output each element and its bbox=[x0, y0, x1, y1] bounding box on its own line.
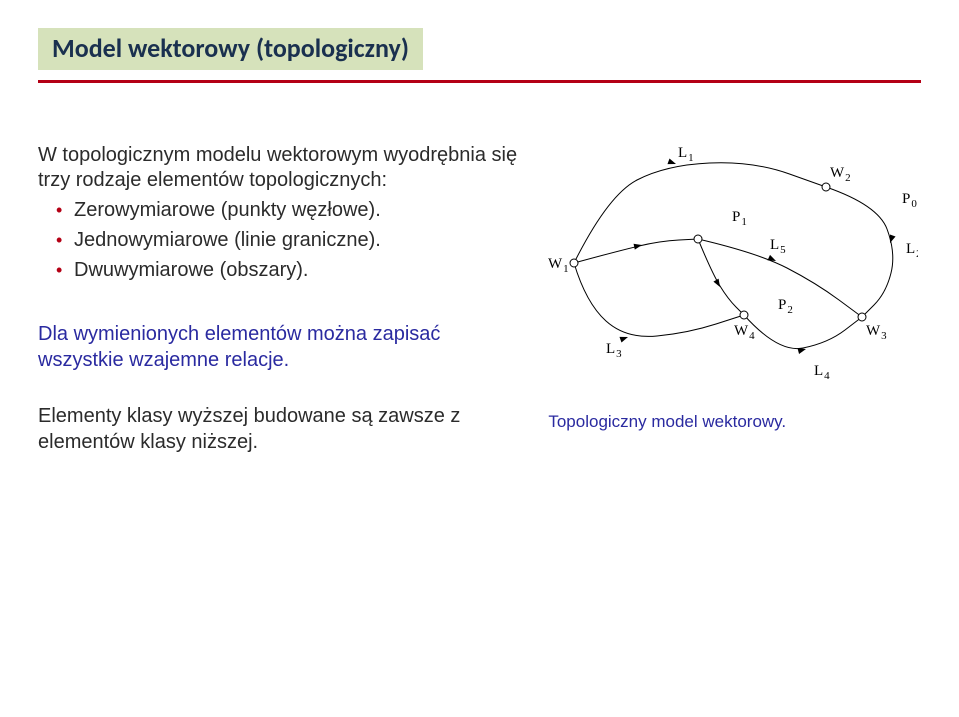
intro-text: W topologicznym modelu wektorowym wyodrę… bbox=[38, 143, 528, 193]
right-column: W1 W2 W3 W4 L1 L2 L3 L4 L5 P1 P2 P0 Topologiczny mo… bbox=[528, 143, 921, 455]
list-item: Zerowymiarowe (punkty węzłowe). bbox=[56, 197, 528, 223]
last-paragraph: Elementy klasy wyższej budowane są zawsz… bbox=[38, 403, 528, 455]
blue-paragraph: Dla wymienionych elementów można zapisać… bbox=[38, 321, 528, 373]
svg-text:W4: W4 bbox=[734, 323, 755, 342]
slide: Model wektorowy (topologiczny) W topolog… bbox=[0, 0, 959, 717]
bullet-list: Zerowymiarowe (punkty węzłowe). Jednowym… bbox=[56, 197, 528, 283]
topology-diagram: W1 W2 W3 W4 L1 L2 L3 L4 L5 P1 P2 P0 bbox=[548, 143, 918, 393]
list-item: Dwuwymiarowe (obszary). bbox=[56, 257, 528, 283]
diagram-caption: Topologiczny model wektorowy. bbox=[548, 412, 921, 432]
list-item: Jednowymiarowe (linie graniczne). bbox=[56, 227, 528, 253]
body: W topologicznym modelu wektorowym wyodrę… bbox=[38, 143, 921, 455]
svg-text:W1: W1 bbox=[548, 256, 569, 275]
slide-title: Model wektorowy (topologiczny) bbox=[38, 28, 423, 70]
svg-text:W3: W3 bbox=[866, 323, 887, 342]
svg-text:L5: L5 bbox=[770, 237, 786, 256]
svg-text:P2: P2 bbox=[778, 297, 793, 316]
divider bbox=[38, 80, 921, 83]
svg-text:P0: P0 bbox=[902, 191, 917, 210]
left-column: W topologicznym modelu wektorowym wyodrę… bbox=[38, 143, 528, 455]
svg-text:L2: L2 bbox=[906, 241, 918, 260]
svg-text:W2: W2 bbox=[830, 165, 851, 184]
svg-text:L4: L4 bbox=[814, 363, 830, 382]
svg-text:L3: L3 bbox=[606, 341, 622, 360]
svg-text:P1: P1 bbox=[732, 209, 747, 228]
svg-text:L1: L1 bbox=[678, 145, 694, 164]
